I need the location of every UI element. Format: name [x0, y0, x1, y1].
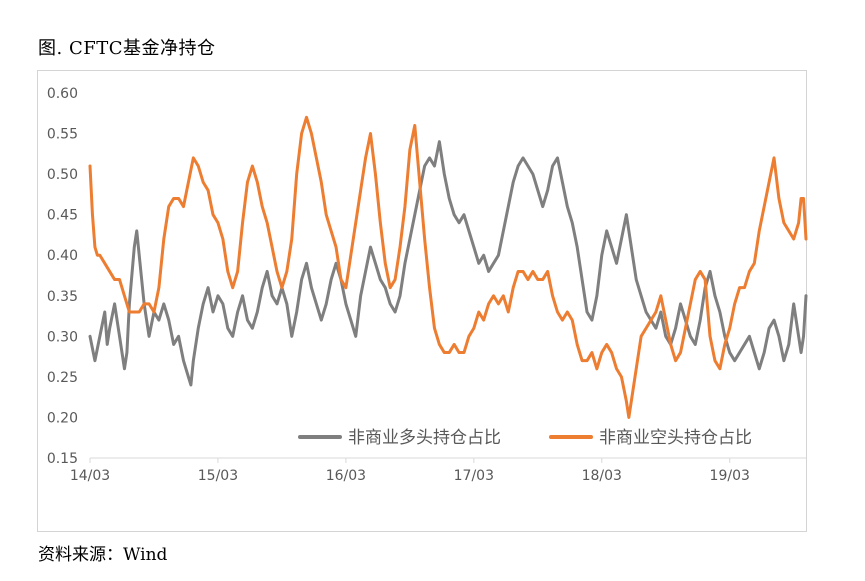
source-note: 资料来源：Wind	[38, 545, 168, 565]
y-tick-label: 0.35	[47, 289, 78, 305]
legend-label: 非商业多头持仓占比	[348, 428, 501, 448]
legend-item-short: 非商业空头持仓占比	[549, 428, 752, 448]
series-line-long	[88, 140, 808, 387]
x-tick-label: 19/03	[710, 468, 750, 484]
legend: 非商业多头持仓占比 非商业空头持仓占比	[298, 428, 752, 448]
series-line-short	[88, 115, 808, 419]
x-tick-label: 16/03	[326, 468, 366, 484]
line-chart: 0.15 0.20 0.25 0.30 0.35 0.40 0.45 0.50 0.55 0.60…	[47, 86, 808, 484]
y-tick-label: 0.15	[47, 451, 78, 467]
x-tick-label: 15/03	[198, 468, 238, 484]
y-tick-label: 0.55	[47, 127, 78, 143]
y-tick-label: 0.20	[47, 410, 78, 426]
y-tick-label: 0.50	[47, 167, 78, 183]
series-group	[88, 115, 808, 419]
legend-label: 非商业空头持仓占比	[599, 428, 752, 448]
y-tick-label: 0.45	[47, 208, 78, 224]
y-tick-label: 0.30	[47, 329, 78, 345]
y-axis: 0.15 0.20 0.25 0.30 0.35 0.40 0.45 0.50 0.55 0.60	[47, 86, 78, 467]
x-tick-label: 17/03	[454, 468, 494, 484]
x-tick-label: 14/03	[70, 468, 110, 484]
chart-container: 0.15 0.20 0.25 0.30 0.35 0.40 0.45 0.50 0.55 0.60…	[37, 70, 808, 532]
figure-title: 图. CFTC基金净持仓	[38, 38, 216, 59]
y-tick-label: 0.40	[47, 248, 78, 264]
y-tick-label: 0.25	[47, 370, 78, 386]
legend-item-long: 非商业多头持仓占比	[298, 428, 501, 448]
x-tick-label: 18/03	[582, 468, 622, 484]
y-tick-label: 0.60	[47, 86, 78, 102]
x-axis: 14/03 15/03 16/03 17/03 18/03 19/03	[70, 458, 750, 484]
